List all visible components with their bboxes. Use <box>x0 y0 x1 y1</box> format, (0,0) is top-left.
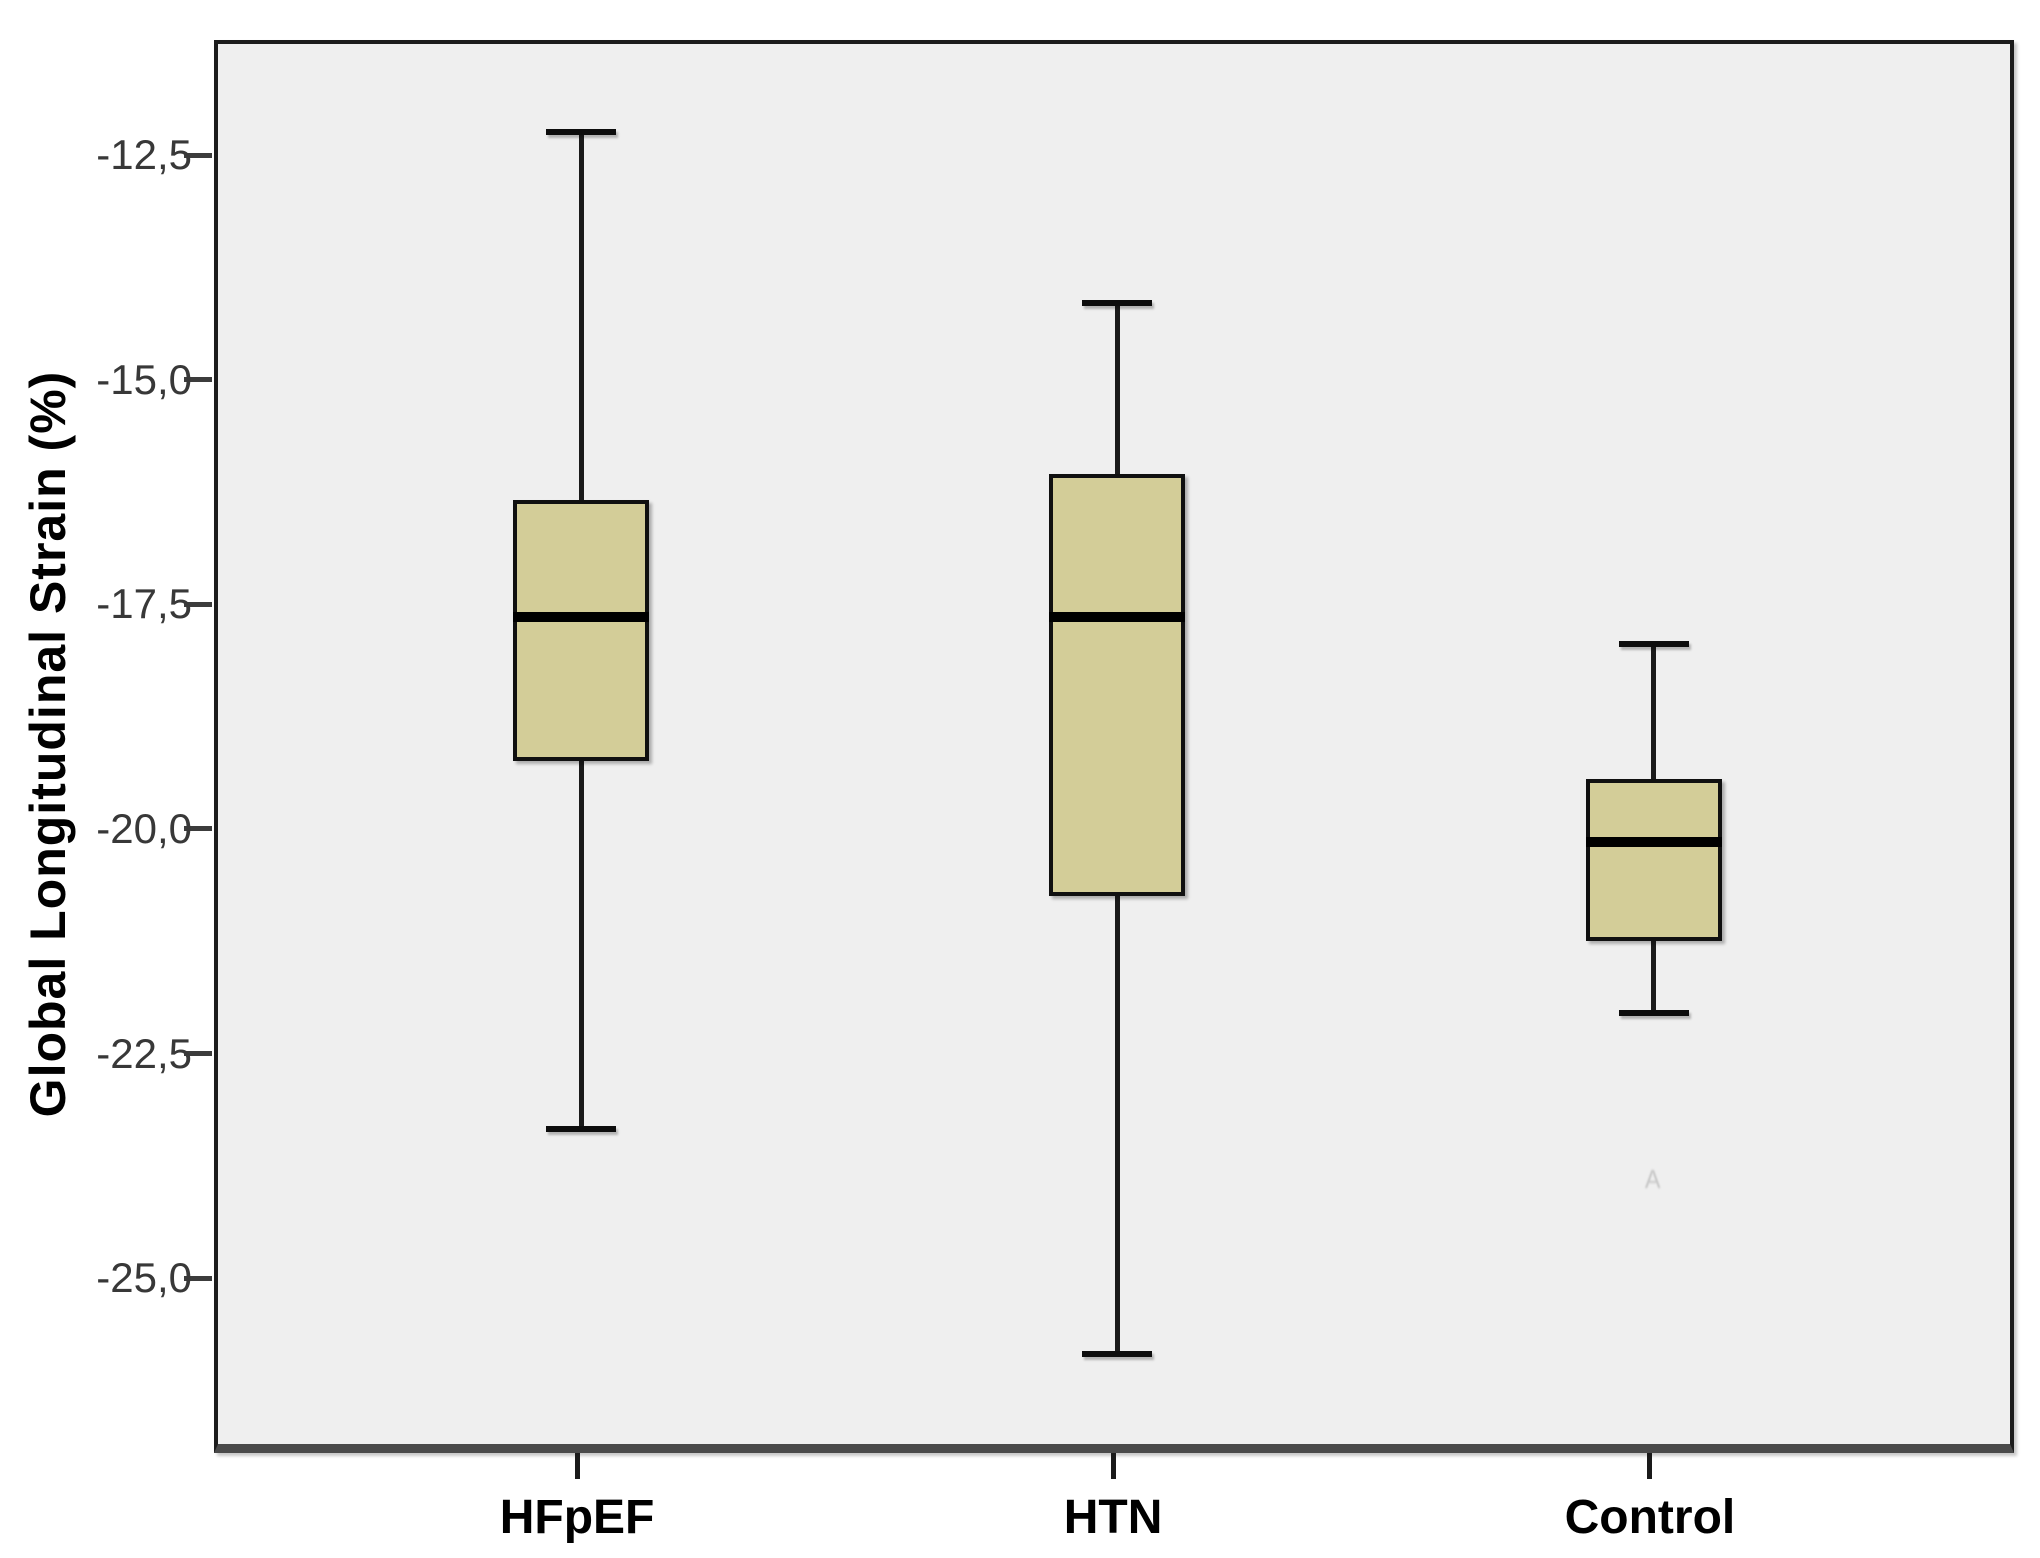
y-axis-title: Global Longitudinal Strain (%) <box>20 370 76 1118</box>
lower-whisker-cap <box>546 1126 617 1133</box>
median-line <box>513 612 650 623</box>
lower-whisker-stem <box>1651 940 1657 1013</box>
x-axis-tick-mark <box>574 1453 580 1479</box>
y-axis-tick-mark <box>184 1051 212 1057</box>
box-htn <box>1049 473 1186 896</box>
y-axis-tick-label: -17,5 <box>96 580 192 628</box>
plot-area: A <box>214 40 2014 1453</box>
y-axis-tick-label: -25,0 <box>96 1254 192 1302</box>
upper-whisker-stem <box>1651 644 1657 780</box>
upper-whisker-cap <box>1618 641 1689 648</box>
x-axis-tick-mark <box>1647 1453 1653 1479</box>
x-axis-category-label: HTN <box>1063 1491 1163 1544</box>
upper-whisker-stem <box>1114 302 1120 474</box>
y-axis-tick-mark <box>184 1275 212 1281</box>
y-axis-tick-mark <box>184 377 212 383</box>
upper-whisker-cap <box>546 129 617 136</box>
median-line <box>1585 836 1722 847</box>
lower-whisker-stem <box>1114 895 1120 1355</box>
median-line <box>1049 612 1186 623</box>
y-axis-tick-mark <box>184 826 212 832</box>
y-axis-tick-label: -20,0 <box>96 804 192 852</box>
x-axis-category-label: Control <box>1564 1491 1736 1544</box>
y-axis-tick-label: -12,5 <box>96 131 192 179</box>
lower-whisker-stem <box>578 761 584 1130</box>
lower-whisker-cap <box>1618 1009 1689 1016</box>
upper-whisker-stem <box>578 132 584 501</box>
y-axis-tick-mark <box>184 601 212 607</box>
y-axis-tick-mark <box>184 152 212 158</box>
y-axis-tick-label: -22,5 <box>96 1029 192 1077</box>
box-hfpef <box>513 500 650 762</box>
box-control <box>1585 779 1722 941</box>
smudge-artifact: A <box>1644 1164 1661 1194</box>
x-axis-tick-mark <box>1110 1453 1116 1479</box>
upper-whisker-cap <box>1082 299 1153 306</box>
x-axis-category-label: HFpEF <box>499 1491 655 1544</box>
y-axis-tick-label: -15,0 <box>96 355 192 403</box>
lower-whisker-cap <box>1082 1351 1153 1358</box>
